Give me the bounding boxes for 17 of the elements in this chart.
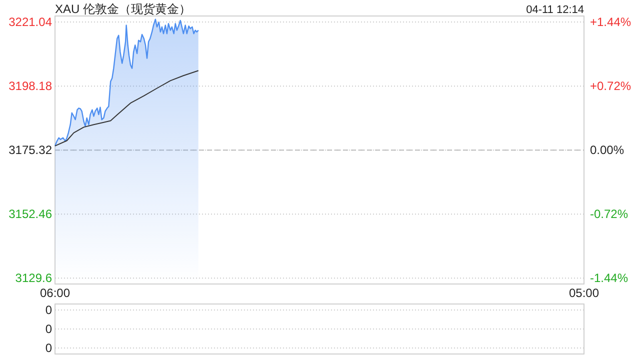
y-tick-label: 3198.18 — [8, 79, 52, 94]
x-tick-label: 06:00 — [40, 286, 70, 300]
text: 0 — [45, 303, 52, 317]
y2-tick-label: -1.44% — [590, 271, 628, 286]
y2-tick-label: -0.72% — [590, 207, 628, 222]
x-tick-label: 05:00 — [568, 286, 600, 300]
text: 04-11 12:14 — [526, 4, 584, 16]
y-tick-label: 3175.32 — [8, 143, 52, 158]
chart-title: XAU 伦敦金（现货黄金） — [55, 2, 192, 16]
y-tick-label: 3129.6 — [15, 271, 52, 286]
y-tick-label: 3221.04 — [8, 15, 52, 30]
y2-tick-label: +0.72% — [590, 79, 632, 94]
y-tick-label: 3152.46 — [8, 207, 52, 222]
text: 0 — [45, 322, 52, 336]
y2-tick-label: 0.00% — [590, 143, 624, 158]
y2-tick-label: +1.44% — [590, 15, 632, 30]
text: 0 — [45, 341, 52, 355]
